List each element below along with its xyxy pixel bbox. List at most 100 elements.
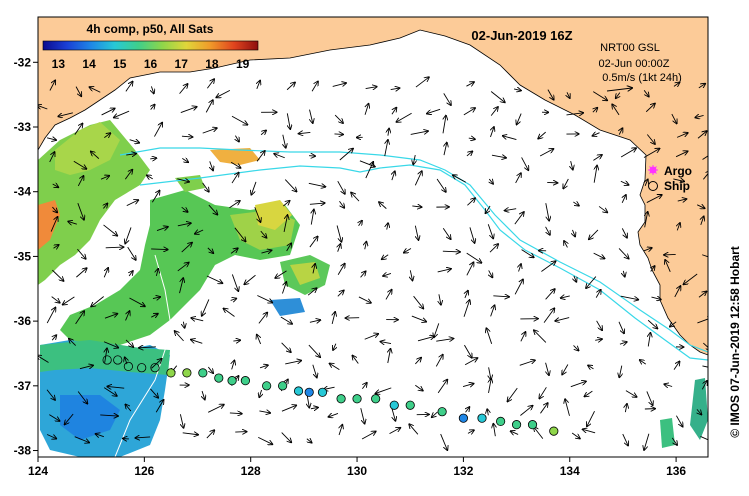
current-vector bbox=[519, 264, 521, 272]
current-vector bbox=[566, 113, 583, 115]
colorbar-tick-18: 18 bbox=[205, 57, 219, 71]
current-vector bbox=[415, 384, 422, 390]
current-vector bbox=[437, 269, 451, 272]
current-vector bbox=[191, 340, 203, 344]
current-vector bbox=[562, 364, 569, 375]
info-block: NRT00 GSL 02-Jun 00:00Z 0.5m/s (1kt 24h) bbox=[599, 42, 682, 91]
current-vector bbox=[309, 203, 325, 204]
ship-observation bbox=[405, 400, 415, 410]
current-vector bbox=[334, 114, 343, 123]
current-vector bbox=[413, 154, 415, 164]
current-vector bbox=[283, 134, 286, 148]
x-tick-label-136: 136 bbox=[666, 464, 686, 478]
current-vector bbox=[125, 227, 132, 243]
current-vector bbox=[593, 252, 605, 258]
current-vector bbox=[490, 91, 505, 102]
current-vector bbox=[230, 298, 237, 300]
current-vector bbox=[352, 356, 359, 364]
current-vector bbox=[390, 88, 400, 90]
current-vector bbox=[89, 87, 101, 93]
current-vector bbox=[545, 289, 555, 300]
current-vector bbox=[592, 91, 607, 101]
current-vector bbox=[91, 151, 100, 159]
current-vector bbox=[414, 358, 421, 365]
current-vector bbox=[411, 315, 426, 322]
current-vector bbox=[466, 151, 472, 156]
current-vector bbox=[330, 363, 340, 371]
current-vector bbox=[38, 355, 49, 363]
current-vector bbox=[68, 221, 77, 224]
current-vector bbox=[409, 424, 419, 435]
current-vector bbox=[442, 228, 450, 239]
colorbar: 4h comp, p50, All Sats 13 14 15 16 17 18 19 bbox=[42, 22, 259, 71]
current-vector bbox=[563, 178, 569, 189]
current-vector bbox=[156, 227, 168, 232]
current-vector bbox=[545, 362, 549, 375]
current-vector bbox=[129, 297, 144, 306]
current-vector bbox=[100, 176, 109, 179]
current-vector bbox=[51, 296, 60, 303]
colorbar-tick-17: 17 bbox=[175, 57, 189, 71]
ship-observation bbox=[182, 368, 192, 378]
current-vector bbox=[618, 248, 629, 258]
ship-observation bbox=[214, 373, 224, 383]
ship-observation bbox=[527, 420, 538, 430]
current-vector bbox=[129, 271, 133, 277]
current-vector bbox=[362, 383, 366, 390]
current-vector bbox=[259, 389, 261, 397]
current-vector bbox=[105, 348, 107, 363]
ship-observation bbox=[317, 387, 328, 397]
current-vector bbox=[52, 269, 63, 281]
current-vector bbox=[206, 430, 214, 439]
current-vector bbox=[139, 347, 156, 348]
current-vector bbox=[376, 387, 392, 394]
current-vector bbox=[490, 305, 495, 317]
current-vector bbox=[463, 300, 470, 317]
current-vector bbox=[125, 311, 130, 321]
current-vector bbox=[261, 250, 271, 253]
current-vector bbox=[703, 171, 708, 180]
current-vector bbox=[308, 344, 320, 357]
ship-observation bbox=[102, 355, 112, 365]
current-vector bbox=[179, 84, 188, 94]
current-vector bbox=[229, 413, 242, 414]
current-vector bbox=[619, 342, 627, 344]
current-vector bbox=[513, 89, 521, 91]
current-vector bbox=[259, 365, 268, 368]
current-vector bbox=[230, 161, 240, 168]
current-vector bbox=[336, 225, 341, 242]
x-axis: 124 126 128 130 132 134 136 bbox=[28, 457, 686, 478]
current-vector bbox=[309, 320, 320, 322]
current-vector bbox=[207, 79, 214, 89]
current-vector bbox=[435, 355, 443, 367]
current-vector bbox=[125, 404, 132, 412]
current-vector bbox=[53, 245, 59, 248]
current-vector bbox=[135, 437, 151, 438]
current-vector bbox=[643, 248, 652, 251]
info-time: 02-Jun 00:00Z bbox=[599, 58, 670, 70]
current-vector bbox=[114, 110, 130, 117]
y-tick-label--36: -36 bbox=[14, 314, 32, 328]
current-vector bbox=[259, 411, 270, 413]
current-vector bbox=[598, 206, 607, 212]
current-vector bbox=[230, 248, 238, 254]
current-vector bbox=[670, 321, 677, 327]
current-vector bbox=[702, 365, 708, 368]
current-vector bbox=[103, 268, 108, 278]
current-vector bbox=[183, 321, 184, 328]
current-vector bbox=[593, 155, 601, 161]
current-vector bbox=[534, 427, 544, 439]
current-vector bbox=[281, 405, 296, 412]
current-vector bbox=[413, 295, 424, 308]
current-vector bbox=[620, 295, 639, 299]
y-tick-label--34: -34 bbox=[14, 185, 32, 199]
plot-frame bbox=[37, 16, 709, 458]
ship-observation bbox=[293, 386, 304, 396]
current-vector bbox=[643, 90, 649, 96]
x-tick-label-128: 128 bbox=[241, 464, 261, 478]
current-vector bbox=[257, 335, 262, 345]
current-vector bbox=[49, 152, 55, 163]
current-vector bbox=[365, 162, 373, 179]
current-vector bbox=[126, 154, 136, 155]
